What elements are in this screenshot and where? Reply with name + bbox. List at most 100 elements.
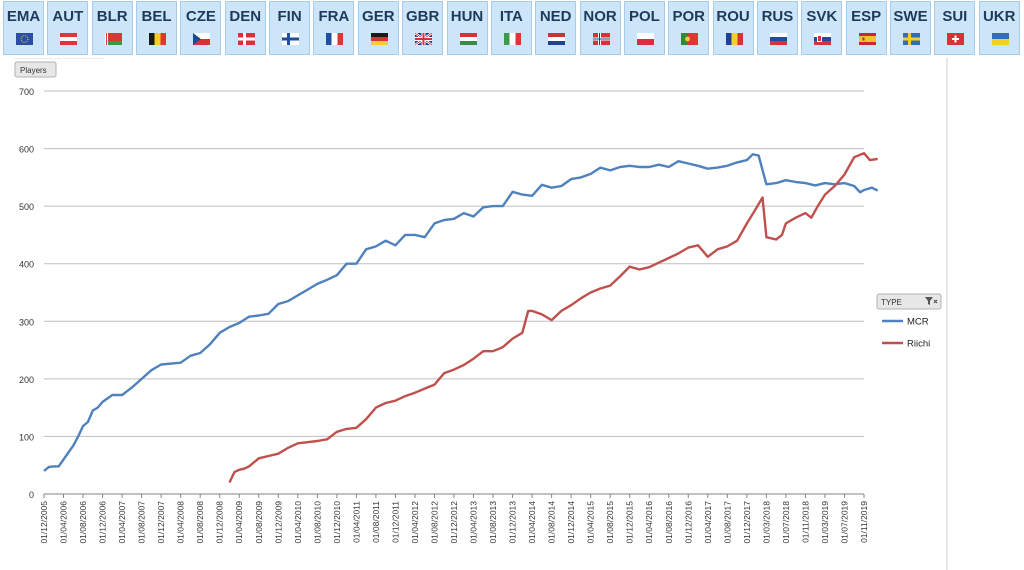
tab-code-label: POL: [628, 8, 660, 25]
x-tick-label: 01/08/2011: [371, 501, 381, 543]
tab-ukr[interactable]: UKR: [978, 1, 1020, 55]
x-tick-label: 01/04/2007: [117, 501, 127, 544]
x-tick-label: 01/12/2013: [508, 501, 518, 544]
flag-ger-icon: [370, 33, 388, 45]
tab-den[interactable]: DEN: [224, 1, 266, 55]
x-tick-label: 01/07/2019: [839, 501, 849, 544]
tab-code-label: DEN: [229, 8, 262, 25]
x-tick-label: 01/12/2009: [273, 501, 283, 544]
tab-hun[interactable]: HUN: [446, 1, 488, 55]
x-tick-label: 01/08/2008: [195, 501, 205, 544]
x-tick-label: 01/12/2007: [156, 501, 166, 544]
x-tick-label: 01/12/2012: [449, 501, 459, 544]
flag-swe-icon: [903, 33, 920, 45]
tab-esp[interactable]: ESP: [845, 1, 887, 55]
tab-code-label: GBR: [405, 8, 440, 25]
x-tick-label: 01/04/2011: [351, 501, 361, 543]
x-tick-label: 01/08/2012: [429, 501, 439, 544]
flag-sui-icon: [947, 33, 965, 45]
x-tick-label: 01/08/2016: [664, 501, 674, 544]
x-tick-label: 01/04/2006: [59, 501, 69, 544]
y-tick-label: 200: [19, 375, 34, 385]
x-tick-label: 01/11/2018: [800, 501, 810, 543]
tab-blr[interactable]: BLR: [91, 1, 133, 55]
tab-bel[interactable]: BEL: [136, 1, 178, 55]
legend-filter-button[interactable]: [876, 293, 942, 310]
tab-code-label: SVK: [806, 8, 838, 25]
tab-gbr[interactable]: GBR: [402, 1, 444, 55]
tab-swe[interactable]: SWE: [890, 1, 931, 55]
tab-ema[interactable]: EMA: [3, 1, 44, 55]
x-tick-label: 01/03/2018: [761, 501, 771, 544]
x-tick-label: 01/11/2019: [859, 501, 869, 543]
x-tick-label: 01/12/2016: [683, 501, 693, 544]
y-tick-label: 500: [19, 202, 34, 212]
x-tick-label: 01/04/2012: [410, 501, 420, 544]
x-tick-label: 01/04/2015: [586, 501, 596, 544]
x-tick-label: 01/12/2010: [332, 501, 342, 544]
tab-code-label: UKR: [982, 8, 1016, 25]
flag-ned-icon: [548, 33, 566, 45]
tab-aut[interactable]: AUT: [47, 1, 89, 55]
tab-sui[interactable]: SUI: [934, 1, 976, 55]
flag-aut-icon: [60, 33, 78, 45]
x-tick-label: 01/04/2014: [527, 501, 537, 544]
tab-ita[interactable]: ITA: [490, 1, 532, 55]
x-tick-label: 01/08/2006: [78, 501, 88, 544]
tab-ned[interactable]: NED: [535, 1, 577, 55]
flag-blr-icon: [104, 33, 122, 45]
legend-label: Riichi: [907, 339, 930, 350]
tab-code-label: NOR: [583, 8, 617, 25]
legend: TYPE MCR Riichi: [876, 293, 942, 350]
x-tick-label: 01/12/2006: [98, 501, 108, 544]
tab-nor[interactable]: NOR: [579, 1, 621, 55]
x-tick-label: 01/12/2011: [390, 501, 400, 543]
flag-nor-icon: [592, 33, 610, 45]
tab-pol[interactable]: POL: [623, 1, 665, 55]
x-tick-label: 01/04/2016: [644, 501, 654, 544]
flag-den-icon: [237, 33, 255, 45]
tab-code-label: POR: [672, 8, 705, 25]
x-tick-label: 01/12/2014: [566, 501, 576, 544]
legend-label: MCR: [907, 317, 929, 328]
tab-ger[interactable]: GER: [357, 1, 399, 55]
x-tick-label: 01/12/2008: [215, 501, 225, 544]
tab-por[interactable]: POR: [668, 1, 710, 55]
y-tick-label: 300: [19, 317, 34, 327]
players-field-button[interactable]: Players: [14, 61, 57, 78]
y-tick-label: 700: [19, 87, 34, 97]
tab-svk[interactable]: SVK: [801, 1, 843, 55]
tab-code-label: FIN: [277, 8, 302, 25]
series-line-mcr: [43, 153, 879, 472]
flag-fin-icon: [282, 33, 300, 45]
series-line-riichi: [228, 152, 878, 484]
x-tick-label: 01/04/2013: [469, 501, 479, 544]
x-tick-label: 01/12/2005: [39, 501, 49, 544]
x-tick-label: 01/04/2008: [176, 501, 186, 544]
flag-hun-icon: [459, 33, 477, 45]
tab-rou[interactable]: ROU: [712, 1, 754, 55]
y-tick-label: 400: [19, 260, 34, 270]
y-axis-ticks: 0 100 200 300 400 500 600 700: [19, 87, 34, 500]
y-tick-label: 600: [19, 145, 34, 155]
x-tick-label: 01/07/2018: [781, 501, 791, 544]
tab-code-label: BLR: [96, 8, 128, 25]
filter-dropdown-icon[interactable]: [925, 297, 938, 305]
tab-code-label: EMA: [6, 8, 41, 25]
tab-cze[interactable]: CZE: [180, 1, 222, 55]
tab-code-label: AUT: [52, 8, 84, 25]
country-filter-bar: EMA AUT BLR BEL CZE DEN FIN FRA GER GBR HUN ITA NED N…: [0, 0, 1024, 58]
flag-pol-icon: [636, 33, 654, 45]
tab-fra[interactable]: FRA: [313, 1, 355, 55]
x-tick-label: 01/04/2017: [703, 501, 713, 544]
tab-code-label: GER: [362, 8, 395, 25]
x-tick-label: 01/08/2010: [312, 501, 322, 544]
tab-rus[interactable]: RUS: [756, 1, 798, 55]
flag-ita-icon: [503, 33, 521, 45]
tab-fin[interactable]: FIN: [269, 1, 311, 55]
y-tick-label: 0: [29, 490, 34, 500]
flag-gbr-icon: [415, 33, 433, 45]
tab-code-label: SWE: [893, 8, 928, 25]
x-tick-label: 01/04/2010: [293, 501, 303, 544]
tab-code-label: ROU: [716, 8, 750, 25]
